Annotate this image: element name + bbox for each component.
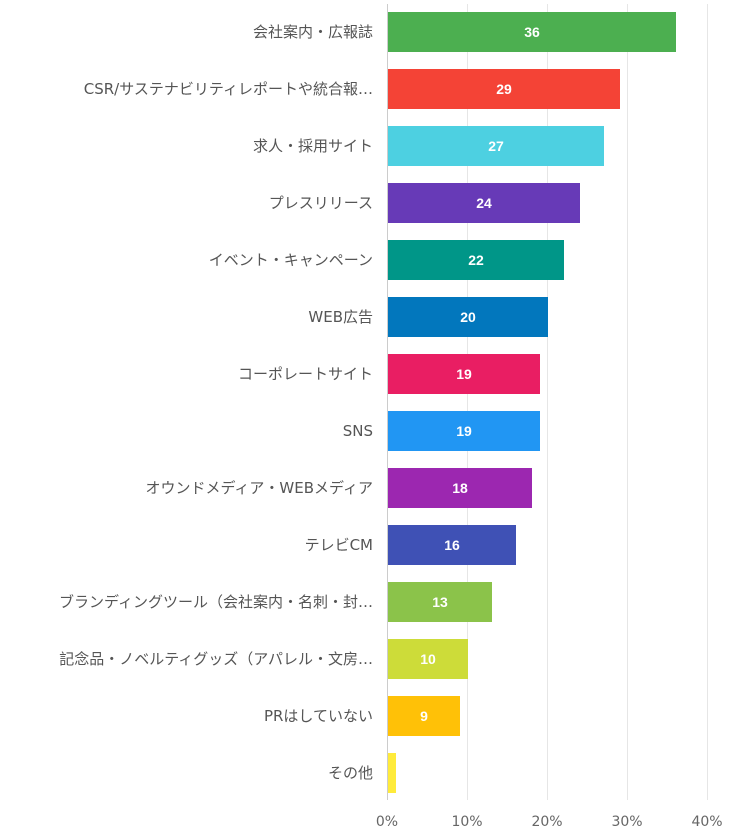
x-axis-ticks: 0% 10% 20% 30% 40% [376,814,723,830]
data-label: 13 [432,594,448,610]
data-label: 36 [524,24,540,40]
bar [388,183,580,223]
category-labels: 会社案内・広報誌 CSR/サステナビリティレポートや統合報… 求人・採用サイトプレス… [59,23,373,782]
data-label: 20 [460,309,476,325]
value-labels: 36 29 27 24 22 20 19 19 18 16 13 10 9 [420,24,540,724]
bar [388,753,396,793]
bar [388,12,676,52]
category-label: 求人・採用サイト [253,137,373,155]
category-label: オウンドメディア・WEBメディア [145,479,373,497]
category-label: その他 [328,764,373,782]
bar [388,468,532,508]
bar [388,525,516,565]
category-label: 会社案内・広報誌 [253,23,373,41]
x-tick-label: 20% [531,814,562,830]
bar [388,240,564,280]
category-label: PRはしていない [264,707,373,725]
data-label: 10 [420,651,436,667]
category-label: WEB広告 [308,308,373,326]
bar [388,126,604,166]
category-label: 記念品・ノベルティグッズ（アパレル・文房… [59,650,373,668]
bar [388,639,468,679]
bar [388,411,540,451]
data-label: 16 [444,537,460,553]
data-label: 29 [496,81,512,97]
x-tick-label: 0% [376,814,398,830]
category-label: イベント・キャンペーン [209,251,373,269]
bar [388,582,492,622]
data-label: 19 [456,423,472,439]
bar [388,297,548,337]
category-label: SNS [343,422,373,440]
x-tick-label: 30% [611,814,642,830]
category-label: CSR/サステナビリティレポートや統合報… [84,80,373,98]
x-tick-label: 40% [691,814,722,830]
category-label: コーポレートサイト [238,365,373,383]
data-label: 18 [452,480,468,496]
grid [387,4,708,800]
data-label: 22 [468,252,484,268]
bar [388,696,460,736]
data-label: 19 [456,366,472,382]
category-label: プレスリリース [269,194,373,212]
data-label: 9 [420,708,428,724]
data-label: 24 [476,195,492,211]
bars [388,12,676,793]
category-label: テレビCM [305,536,373,554]
category-label: ブランディングツール（会社案内・名刺・封… [59,593,373,611]
x-tick-label: 10% [451,814,482,830]
bar [388,354,540,394]
bar [388,69,620,109]
data-label: 27 [488,138,504,154]
